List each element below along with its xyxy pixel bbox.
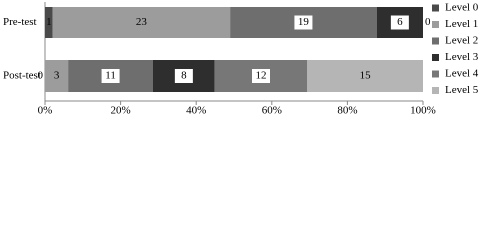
legend-label: Level 0 [445, 2, 479, 14]
x-tick-label: 80% [337, 105, 357, 117]
data-label: 6 [397, 16, 403, 28]
data-label: 3 [54, 70, 60, 82]
x-tick-label: 40% [186, 105, 206, 117]
data-label-box [101, 69, 120, 83]
data-label: 15 [360, 70, 372, 82]
bar-segment [45, 60, 69, 92]
data-label-box [390, 15, 409, 30]
legend-swatch [432, 70, 439, 78]
category-label: Pre-test [3, 16, 37, 28]
data-label: 8 [181, 70, 187, 82]
data-label: 11 [105, 70, 116, 82]
legend-label: Level 4 [445, 68, 479, 80]
bar-segment [45, 7, 53, 38]
category-label: Post-test [3, 70, 41, 82]
legend-label: Level 2 [445, 35, 478, 47]
legend-swatch [432, 37, 439, 45]
data-label: 1 [46, 16, 52, 28]
legend-swatch [432, 54, 439, 61]
chart: 0% 20% 40% 60% 80% 100%Pre-test 1 23 19 6 0Post-te… [3, 2, 479, 117]
data-label-box [294, 15, 313, 30]
legend-swatch [432, 21, 439, 28]
bar-segment [52, 7, 231, 38]
data-label-box [252, 69, 270, 83]
legend-label: Level 1 [445, 18, 478, 30]
legend-swatch [432, 4, 439, 12]
x-tick-label: 20% [111, 105, 131, 117]
x-tick-label: 100% [410, 105, 436, 117]
x-tick-label: 60% [262, 105, 282, 117]
bar-segment [307, 60, 423, 92]
data-label: 0 [38, 70, 44, 82]
legend-swatch [432, 87, 439, 94]
data-label-box [174, 69, 193, 83]
data-label: 0 [425, 16, 431, 28]
x-tick-label: 0% [38, 105, 53, 117]
legend-label: Level 3 [445, 51, 479, 63]
legend-label: Level 5 [445, 84, 479, 96]
data-label: 23 [136, 16, 148, 28]
data-label: 12 [256, 70, 267, 82]
data-label: 19 [298, 16, 310, 28]
